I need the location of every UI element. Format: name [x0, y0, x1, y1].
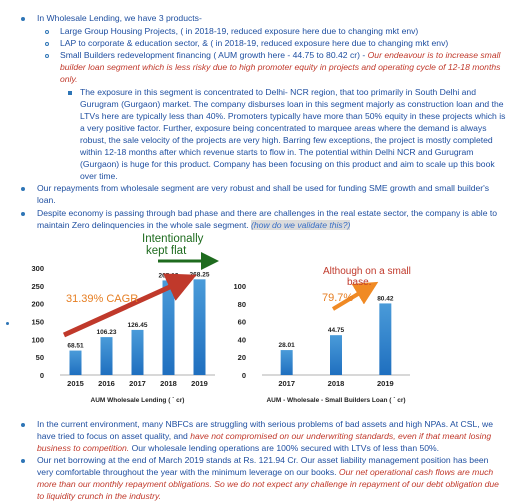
bullet-net-borrowing-2: very comfortable throughout the year wit…: [37, 467, 493, 478]
asset-quality-italic-2: business to competition.: [37, 443, 130, 453]
annotation-kept-flat-line2: kept flat: [146, 245, 187, 257]
x-tick-label: 2017: [129, 379, 146, 388]
bullet-dot: [45, 30, 49, 34]
data-label: 106.23: [97, 329, 117, 336]
bar: [131, 329, 144, 375]
detail-line: LTVs here are typically less than 40%. P…: [80, 111, 506, 121]
detail-line: The exposure in this segment is concentr…: [80, 87, 476, 97]
y-tick-label: 0: [40, 371, 44, 380]
bar: [193, 279, 206, 375]
bar: [162, 280, 175, 375]
sub-bullet-lap: LAP to corporate & education sector, & (…: [60, 38, 449, 48]
bullet-repayments: Our repayments from wholesale segment ar…: [37, 183, 490, 193]
bullet-zero-delinquency-2: maintain Zero delinquencies in the whole…: [37, 220, 351, 231]
detail-line: over time.: [80, 171, 118, 181]
data-label: 68.51: [67, 343, 84, 350]
chart-title: AUM Wholesale Lending ( ` cr): [91, 397, 185, 404]
x-tick-label: 2018: [160, 379, 177, 388]
x-tick-label: 2016: [98, 379, 115, 388]
bullet-net-borrowing: Our net borrowing at the end of March 20…: [37, 455, 489, 465]
detail-line: a very positive factor. Further, exposur…: [80, 123, 487, 133]
x-tick-label: 2015: [67, 379, 84, 388]
annotation-small-base-line2: base.: [347, 277, 372, 288]
detail-line: robust, the sale velocity of the project…: [80, 135, 493, 145]
bullet-dot: [6, 322, 9, 325]
annotation-growth: 79.7%: [322, 292, 354, 304]
bullet-net-borrowing-4: to liquidity crunch in the industry.: [37, 491, 162, 501]
bullet-dot: [21, 187, 25, 191]
annotation-cagr: 31.39% CAGR: [66, 293, 139, 305]
annotation-kept-flat: Intentionally kept flat: [142, 233, 203, 257]
small-builders-text: Small Builders redevelopment financing (…: [60, 50, 368, 60]
y-tick-label: 80: [238, 300, 246, 309]
y-tick-label: 200: [31, 300, 44, 309]
detail-line: (Gurgaon) is huge for this product. Comp…: [80, 159, 495, 169]
bar: [280, 350, 293, 375]
bullet-dot: [21, 459, 25, 463]
chart-aum-wholesale-lending: 05010015020025030068.512015106.232016126…: [31, 252, 410, 404]
x-tick-label: 2019: [377, 379, 394, 388]
y-tick-label: 250: [31, 282, 44, 291]
delinquency-text: maintain Zero delinquencies in the whole…: [37, 220, 252, 230]
annotation-small-base-line1: Although on a small: [323, 266, 411, 277]
bar: [330, 335, 342, 375]
y-tick-label: 300: [31, 264, 44, 273]
asset-quality-italic: have not compromised on our underwriting…: [190, 431, 492, 441]
data-label: 268.25: [190, 271, 210, 278]
data-label: 44.75: [328, 327, 345, 334]
x-tick-label: 2018: [328, 379, 345, 388]
net-borrowing-text: very comfortable throughout the year wit…: [37, 467, 339, 477]
asset-quality-end: Our wholesale lending operations are 100…: [129, 443, 440, 453]
bullet-dot: [21, 17, 25, 21]
asset-quality-text: have tried to focus on asset quality, an…: [37, 431, 191, 441]
detail-line: within 12-18 months after which revenue …: [80, 147, 474, 157]
x-tick-label: 2019: [191, 379, 208, 388]
data-label: 28.01: [279, 342, 296, 349]
y-tick-label: 50: [36, 353, 44, 362]
y-tick-label: 150: [31, 318, 44, 327]
annotation-kept-flat-line1: Intentionally: [142, 233, 204, 245]
bullet-dot: [21, 423, 25, 427]
bar: [379, 303, 392, 375]
bullet-asset-quality-3: business to competition. Our wholesale l…: [37, 443, 439, 454]
bullet-dot: [45, 42, 49, 46]
y-tick-label: 0: [242, 371, 246, 380]
small-builders-italic-3: only.: [60, 74, 78, 84]
validation-question-highlight: (how do we validate this?): [251, 220, 351, 230]
growth-arrow: [331, 281, 379, 311]
y-tick-label: 60: [238, 318, 246, 327]
sub-bullet-small-builders: Small Builders redevelopment financing (…: [60, 50, 520, 61]
bullet-asset-quality-2: have tried to focus on asset quality, an…: [37, 431, 491, 442]
bar: [69, 350, 82, 375]
small-builders-italic-2: builder loan segment which is less risky…: [60, 62, 501, 72]
bullet-repayments-2: loan.: [37, 195, 56, 205]
data-label: 80.42: [377, 295, 394, 302]
data-label: 126.45: [128, 322, 148, 329]
bullet-zero-delinquency: Despite economy is passing through bad p…: [37, 208, 498, 218]
y-tick-label: 100: [233, 282, 246, 291]
bullet-asset-quality: In the current environment, many NBFCs a…: [37, 419, 494, 429]
bullet-wholesale-products: In Wholesale Lending, we have 3 products…: [37, 13, 202, 23]
y-tick-label: 20: [238, 353, 246, 362]
y-tick-label: 100: [31, 335, 44, 344]
bullet-net-borrowing-3: more than our monthly repayment obligati…: [37, 479, 499, 489]
small-builders-italic-1: Our endeavour is to increase small: [367, 50, 501, 60]
net-borrowing-italic: Our net operational cash flows are much: [338, 467, 494, 477]
cagr-arrow: [62, 273, 197, 338]
sub-bullet-group-housing: Large Group Housing Projects, ( in 2018-…: [60, 26, 419, 36]
bullet-dot: [45, 54, 49, 58]
bullet-dot: [68, 91, 72, 95]
detail-line: Gurugram (Gurgaon) market. The company d…: [80, 99, 504, 109]
chart-title: AUM - Wholesale - Small Builders Loan ( …: [266, 397, 405, 404]
y-tick-label: 40: [238, 335, 246, 344]
annotation-small-base: Although on a small base.: [323, 266, 411, 288]
bar: [100, 337, 113, 375]
data-label: 265.19: [159, 272, 179, 279]
bullet-dot: [21, 212, 25, 216]
x-tick-label: 2017: [278, 379, 295, 388]
